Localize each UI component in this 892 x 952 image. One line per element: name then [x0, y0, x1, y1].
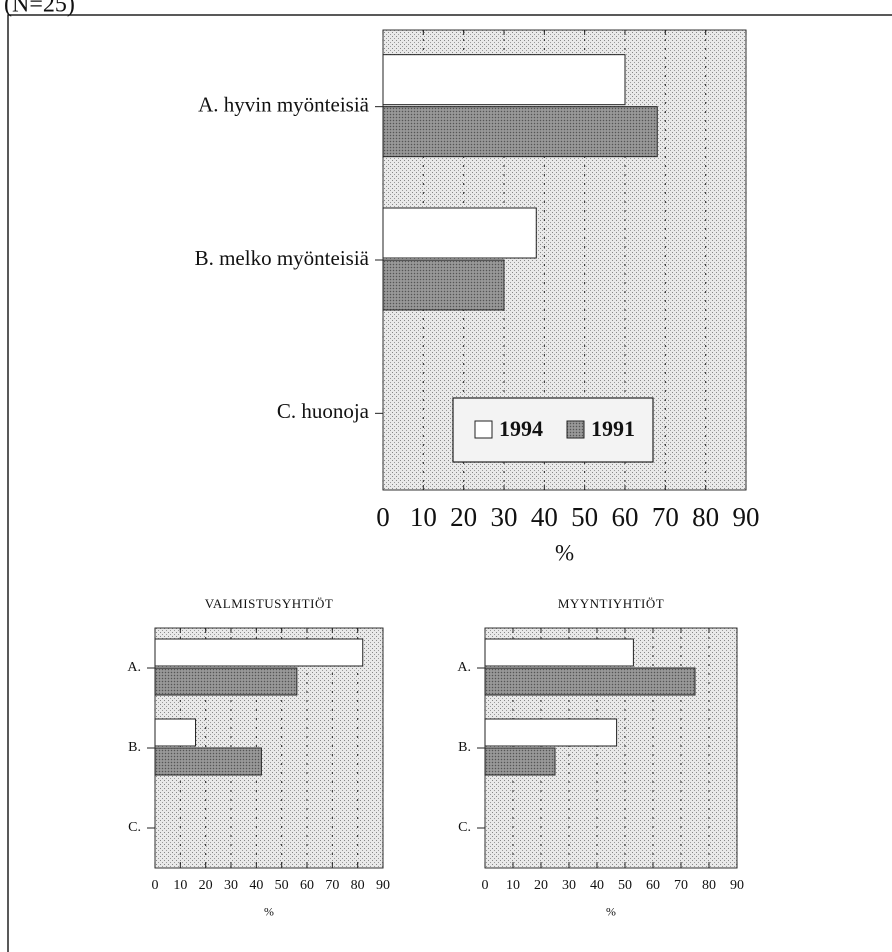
- chart-title: VALMISTUSYHTIÖT: [205, 596, 334, 611]
- x-axis-label: %: [555, 540, 574, 565]
- bar: [154, 718, 197, 747]
- x-tick-label: 20: [450, 502, 477, 532]
- legend-label: 1991: [591, 416, 635, 441]
- x-tick-label: 60: [646, 878, 660, 893]
- x-tick-label: 30: [562, 878, 576, 893]
- bar: [382, 207, 537, 259]
- y-tick-label: B.: [458, 740, 471, 755]
- y-tick-label: C.: [128, 820, 141, 835]
- y-tick-label: A.: [127, 660, 141, 675]
- bar: [484, 718, 618, 747]
- y-tick-label: B. melko myönteisiä: [195, 246, 370, 270]
- legend-label: 1994: [499, 416, 543, 441]
- bar: [382, 259, 505, 311]
- chart-title: MYYNTIYHTIÖT: [558, 596, 664, 611]
- x-tick-label: 40: [531, 502, 558, 532]
- x-tick-label: 30: [491, 502, 518, 532]
- y-tick-label: A.: [457, 660, 471, 675]
- x-tick-label: 50: [275, 878, 289, 893]
- x-tick-label: 90: [376, 878, 390, 893]
- frame: [7, 14, 892, 952]
- x-tick-label: 70: [652, 502, 679, 532]
- x-axis-label: %: [606, 905, 616, 919]
- bar: [484, 747, 556, 776]
- x-tick-label: 80: [702, 878, 716, 893]
- x-tick-label: 0: [376, 502, 390, 532]
- x-tick-label: 80: [351, 878, 365, 893]
- x-axis-label: %: [264, 905, 274, 919]
- x-tick-label: 10: [410, 502, 437, 532]
- y-tick-label: B.: [128, 740, 141, 755]
- bar: [382, 106, 658, 158]
- note: (N=25): [4, 0, 75, 18]
- bar: [484, 667, 696, 696]
- x-tick-label: 10: [173, 878, 187, 893]
- x-tick-label: 90: [733, 502, 760, 532]
- x-tick-label: 40: [590, 878, 604, 893]
- bar: [154, 667, 298, 696]
- y-tick-label: C. huonoja: [277, 399, 370, 423]
- bar: [484, 638, 634, 667]
- bar: [154, 747, 262, 776]
- x-tick-label: 70: [674, 878, 688, 893]
- legend-swatch: [566, 420, 585, 439]
- y-tick-label: A. hyvin myönteisiä: [198, 92, 370, 116]
- x-tick-label: 40: [249, 878, 263, 893]
- x-tick-label: 70: [325, 878, 339, 893]
- x-tick-label: 80: [692, 502, 719, 532]
- x-tick-label: 50: [618, 878, 632, 893]
- y-tick-label: C.: [458, 820, 471, 835]
- x-tick-label: 20: [199, 878, 213, 893]
- x-tick-label: 20: [534, 878, 548, 893]
- bar: [154, 638, 364, 667]
- x-tick-label: 50: [571, 502, 598, 532]
- x-tick-label: 0: [482, 878, 489, 893]
- bar: [382, 54, 626, 106]
- legend-swatch: [474, 420, 493, 439]
- x-tick-label: 10: [506, 878, 520, 893]
- x-tick-label: 30: [224, 878, 238, 893]
- x-tick-label: 90: [730, 878, 744, 893]
- x-tick-label: 60: [300, 878, 314, 893]
- x-tick-label: 60: [612, 502, 639, 532]
- x-tick-label: 0: [152, 878, 159, 893]
